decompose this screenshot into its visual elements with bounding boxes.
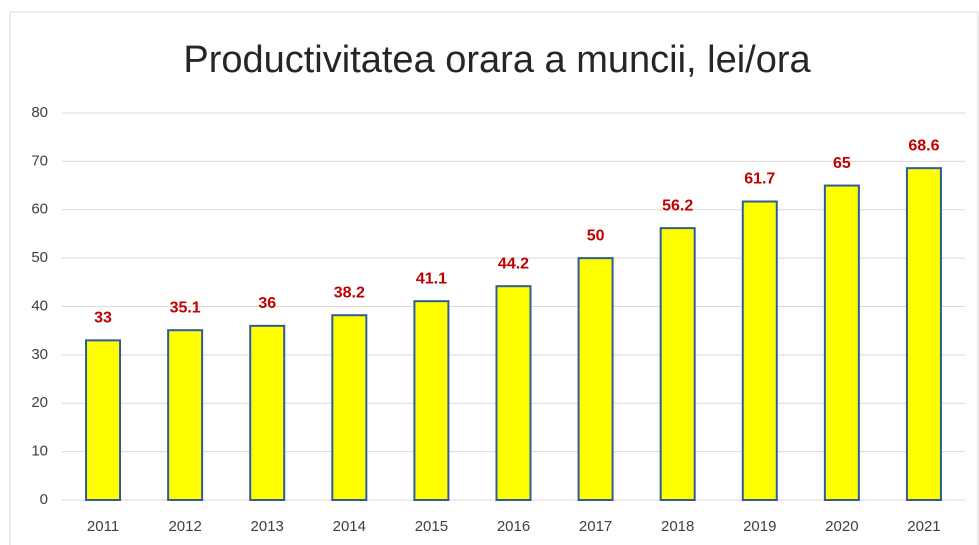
data-label: 56.2 <box>662 197 693 214</box>
x-tick-label: 2016 <box>497 518 530 535</box>
y-tick-label: 40 <box>31 297 48 314</box>
bar <box>85 339 122 501</box>
data-label: 44.2 <box>498 255 529 272</box>
y-tick-label: 20 <box>31 394 48 411</box>
x-tick-label: 2017 <box>579 518 612 535</box>
data-label: 65 <box>833 155 851 172</box>
y-tick-label: 10 <box>31 443 48 460</box>
x-tick-label: 2011 <box>87 518 119 535</box>
bar <box>331 314 368 501</box>
data-label: 41.1 <box>416 270 447 287</box>
y-tick-label: 30 <box>31 346 48 363</box>
data-label: 68.6 <box>908 137 939 154</box>
data-label: 61.7 <box>744 171 775 188</box>
y-tick-label: 80 <box>31 104 48 121</box>
x-tick-label: 2013 <box>251 518 284 535</box>
x-tick-label: 2020 <box>825 518 858 535</box>
y-tick-label: 60 <box>31 201 48 218</box>
bar <box>167 329 204 501</box>
bar <box>823 184 860 501</box>
y-tick-label: 0 <box>40 491 48 508</box>
data-label: 50 <box>587 227 605 244</box>
x-tick-label: 2015 <box>415 518 448 535</box>
bar <box>413 300 450 501</box>
bar <box>741 200 778 501</box>
y-tick-label: 70 <box>31 152 48 169</box>
data-label: 36 <box>258 295 276 312</box>
x-tick-label: 2021 <box>907 518 940 535</box>
x-tick-label: 2012 <box>168 518 201 535</box>
bar <box>495 285 532 501</box>
x-tick-label: 2018 <box>661 518 694 535</box>
x-tick-label: 2014 <box>333 518 366 535</box>
data-label: 35.1 <box>170 299 201 316</box>
bar <box>659 227 696 501</box>
bar <box>577 257 614 501</box>
chart-title: Productivitatea orara a muncii, lei/ora <box>183 39 811 81</box>
data-label: 33 <box>94 310 112 327</box>
bar <box>249 324 286 501</box>
data-label: 38.2 <box>334 284 365 301</box>
x-tick-label: 2019 <box>743 518 776 535</box>
bar <box>905 167 942 502</box>
y-tick-label: 50 <box>31 249 48 266</box>
